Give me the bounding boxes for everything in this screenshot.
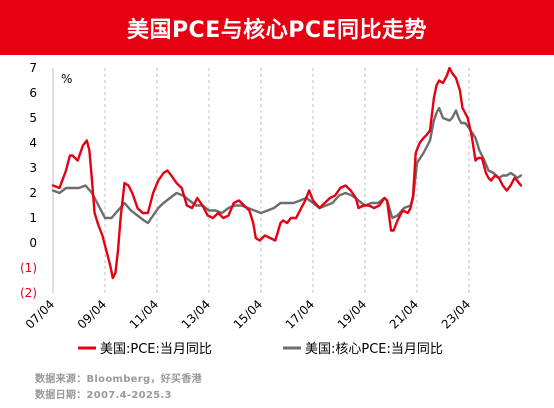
vertical-grid-lines — [52, 68, 470, 293]
unit-label: % — [61, 72, 72, 86]
legend-label-core-pce: 美国:核心PCE:当月同比 — [305, 342, 443, 357]
y-tick-label: 4 — [29, 136, 37, 150]
x-tick-label: 09/04 — [75, 297, 109, 331]
y-tick-label: (2) — [20, 286, 37, 300]
x-tick-label: 21/04 — [387, 297, 421, 331]
chart-title: 美国PCE与核心PCE同比走势 — [0, 0, 554, 55]
legend: 美国:PCE:当月同比 美国:核心PCE:当月同比 — [78, 342, 443, 357]
y-tick-label: 1 — [29, 211, 37, 225]
y-tick-label: 0 — [29, 236, 37, 250]
data-date-note: 数据日期：2007.4-2025.3 — [35, 390, 172, 401]
x-tick-label: 17/04 — [283, 297, 317, 331]
y-tick-label: 3 — [29, 161, 37, 175]
y-tick-label: 2 — [29, 186, 37, 200]
x-tick-label: 11/04 — [127, 297, 161, 331]
data-source-note: 数据来源：Bloomberg，好买香港 — [35, 374, 202, 385]
x-tick-label: 07/04 — [23, 297, 57, 331]
series-lines — [51, 66, 523, 280]
x-axis-ticks: 07/04 09/04 11/04 13/04 15/04 17/04 19/04 21/04… — [23, 297, 473, 331]
x-tick-label: 13/04 — [179, 297, 213, 331]
x-tick-label: 19/04 — [335, 297, 369, 331]
series-line-pce — [51, 66, 523, 280]
y-tick-label: 6 — [29, 86, 37, 100]
y-tick-label: 7 — [29, 61, 37, 75]
x-tick-label: 23/04 — [439, 297, 473, 331]
pce-line-chart: 7 6 5 4 3 2 1 0 (1) (2) % 07/04 09/04 11/04 13/04 15/… — [20, 61, 523, 357]
x-tick-label: 15/04 — [231, 297, 265, 331]
y-tick-label: 5 — [29, 111, 37, 125]
y-tick-label: (1) — [20, 261, 37, 275]
y-axis-ticks: 7 6 5 4 3 2 1 0 (1) (2) — [20, 61, 37, 300]
series-line-core-pce — [51, 106, 523, 225]
legend-label-pce: 美国:PCE:当月同比 — [100, 342, 212, 357]
